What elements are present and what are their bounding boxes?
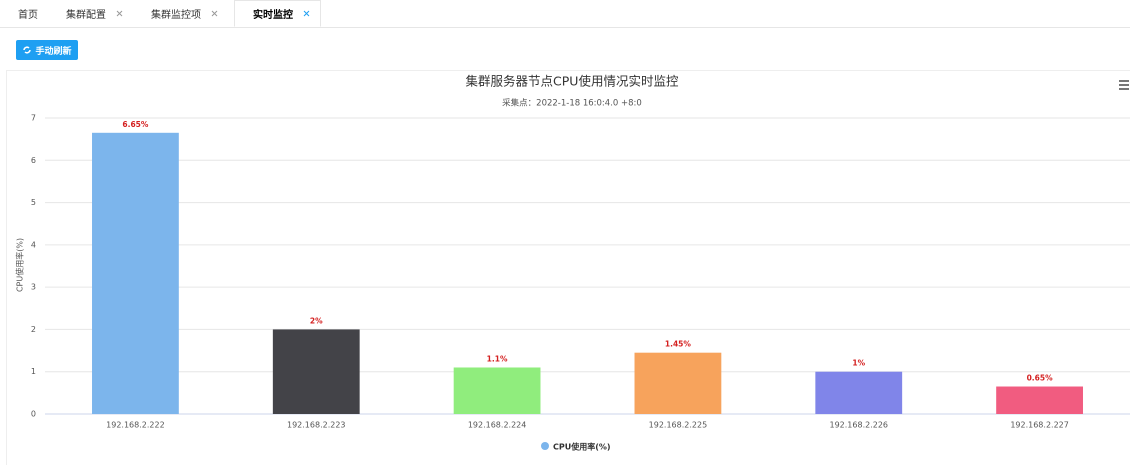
- x-tick-label: 192.168.2.223: [287, 421, 346, 430]
- y-tick-label: 1: [31, 367, 36, 376]
- bar: [815, 371, 903, 414]
- data-label: 1.45%: [665, 340, 692, 349]
- bar: [996, 386, 1083, 414]
- tab-label: 集群监控项: [151, 10, 201, 21]
- data-label: 1.1%: [487, 354, 508, 363]
- tab-bar: 首页 集群配置 集群监控项 实时监控: [0, 0, 1130, 28]
- bar: [92, 132, 179, 415]
- y-tick-label: 3: [31, 283, 36, 292]
- x-tick-label: 192.168.2.226: [829, 421, 888, 430]
- y-tick-label: 2: [31, 325, 36, 334]
- refresh-icon: [23, 46, 32, 54]
- tab-close[interactable]: [303, 10, 310, 17]
- x-tick-label: 192.168.2.224: [468, 421, 527, 430]
- bar: [453, 367, 541, 414]
- tab-label: 集群配置: [66, 10, 106, 21]
- x-tick-label: 192.168.2.227: [1010, 421, 1069, 430]
- legend-marker: [541, 442, 549, 450]
- y-tick-label: 7: [31, 114, 36, 123]
- x-tick-label: 192.168.2.222: [106, 421, 165, 430]
- y-axis-title: CPU使用率(%): [15, 238, 25, 292]
- tab-label: 首页: [18, 10, 38, 21]
- y-tick-label: 5: [31, 198, 36, 207]
- button-label: 手动刷新: [35, 46, 72, 57]
- y-tick-label: 6: [31, 156, 36, 165]
- tab[interactable]: 集群监控项: [133, 0, 228, 27]
- tab[interactable]: 实时监控: [234, 0, 321, 27]
- chart-title: 集群服务器节点CPU使用情况实时监控: [466, 74, 679, 89]
- y-tick-label: 0: [31, 410, 36, 419]
- x-tick-label: 192.168.2.225: [649, 421, 708, 430]
- data-label: 1%: [852, 359, 865, 368]
- menu-icon[interactable]: [1119, 80, 1129, 90]
- refresh-button[interactable]: 手动刷新: [16, 40, 78, 60]
- data-label: 0.65%: [1027, 374, 1054, 383]
- tab-close[interactable]: [116, 10, 123, 17]
- tab[interactable]: 集群配置: [48, 0, 133, 27]
- y-tick-label: 4: [31, 240, 36, 249]
- tab-label: 实时监控: [253, 10, 293, 21]
- tab-close[interactable]: [211, 10, 218, 17]
- chart-panel: [6, 70, 1130, 465]
- bar: [272, 329, 360, 414]
- legend-label: CPU使用率(%): [553, 442, 611, 452]
- bar: [634, 352, 722, 414]
- data-label: 2%: [310, 316, 323, 325]
- data-label: 6.65%: [122, 120, 149, 129]
- tab[interactable]: 首页: [0, 0, 48, 27]
- chart-subtitle: 采集点：2022-1-18 16:0:4.0 +8:0: [502, 98, 642, 109]
